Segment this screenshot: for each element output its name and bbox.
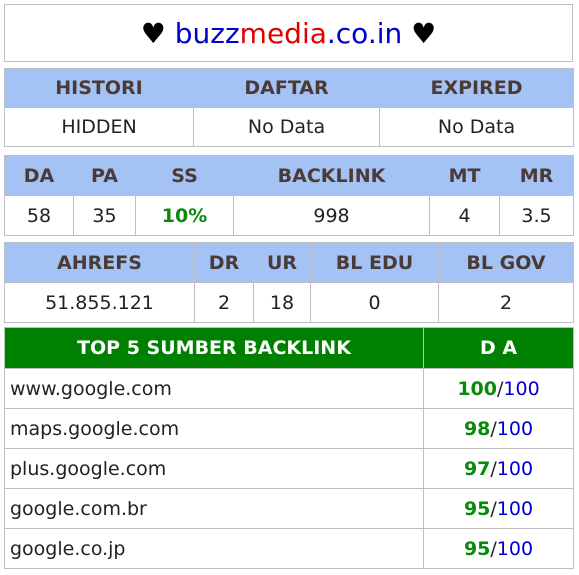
source-site: google.co.jp [4,528,424,569]
value-pa: 35 [73,195,136,236]
title-part-domain: .co.in [326,16,403,50]
value-dr: 2 [194,282,254,323]
source-score: 100/100 [423,368,574,409]
value-ss: 10% [135,195,234,236]
source-score: 98/100 [423,408,574,449]
site-title: ♥ buzz media .co.in ♥ [4,4,573,62]
header-mt: MT [429,155,500,196]
value-ur: 18 [253,282,311,323]
value-mr: 3.5 [499,195,574,236]
header-bl-gov: BL GOV [438,242,574,283]
ahrefs-table: AHREFS DR UR BL EDU BL GOV 51.855.121 2 … [4,242,574,323]
header-ahrefs: AHREFS [4,242,195,283]
table-row: google.com.br 95/100 [4,488,574,529]
header-top-sources: TOP 5 SUMBER BACKLINK [4,327,424,369]
source-site: maps.google.com [4,408,424,449]
table-row: plus.google.com 97/100 [4,448,574,489]
title-part-media: media [239,16,327,50]
header-da-score: D A [423,327,574,369]
header-da: DA [4,155,74,196]
value-daftar: No Data [193,107,380,147]
title-part-buzz: buzz [174,16,240,50]
metrics-table: DA PA SS BACKLINK MT MR 58 35 10% 998 4 … [4,155,574,236]
header-dr: DR [194,242,254,283]
source-site: plus.google.com [4,448,424,489]
table-row: maps.google.com 98/100 [4,408,574,449]
value-histori: HIDDEN [4,107,194,147]
table-row: google.co.jp 95/100 [4,528,574,569]
header-pa: PA [73,155,136,196]
heart-icon: ♥ [140,16,166,50]
backlink-sources-table: TOP 5 SUMBER BACKLINK D A www.google.com… [4,327,574,569]
header-mr: MR [499,155,574,196]
header-ss: SS [135,155,234,196]
value-ahrefs: 51.855.121 [4,282,195,323]
source-site: www.google.com [4,368,424,409]
value-bl-edu: 0 [310,282,439,323]
value-da: 58 [4,195,74,236]
source-site: google.com.br [4,488,424,529]
value-mt: 4 [429,195,500,236]
header-ur: UR [253,242,311,283]
value-backlink: 998 [233,195,430,236]
header-backlink: BACKLINK [233,155,430,196]
value-expired: No Data [379,107,574,147]
source-score: 95/100 [423,528,574,569]
heart-icon: ♥ [411,16,437,50]
source-score: 95/100 [423,488,574,529]
header-bl-edu: BL EDU [310,242,439,283]
source-score: 97/100 [423,448,574,489]
header-expired: EXPIRED [379,68,574,108]
header-histori: HISTORI [4,68,194,108]
value-bl-gov: 2 [438,282,574,323]
status-table: HISTORI DAFTAR EXPIRED HIDDEN No Data No… [4,68,574,147]
table-row: www.google.com 100/100 [4,368,574,409]
header-daftar: DAFTAR [193,68,380,108]
